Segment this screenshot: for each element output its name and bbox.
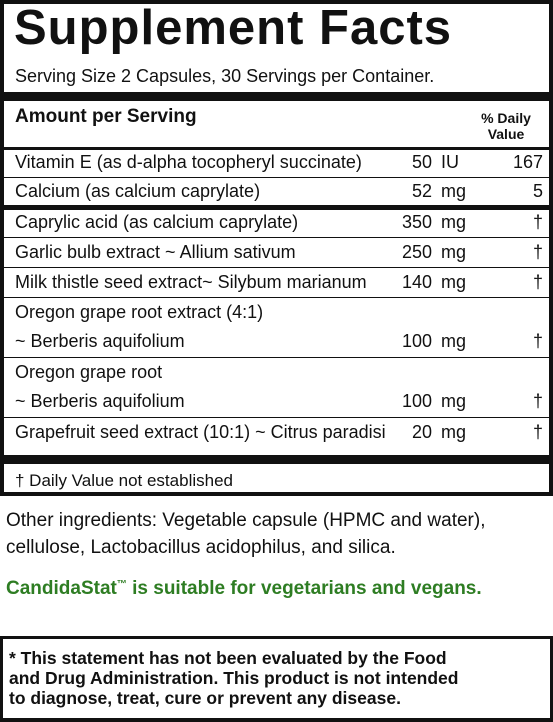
nutrient-row: Oregon grape root extract (4:1) ~ Berber… [4, 300, 549, 358]
nutrient-daily-value: 5 [532, 181, 543, 201]
nutrient-amount: 52 [411, 181, 432, 201]
divider-thin [4, 417, 549, 418]
nutrient-amount: 250 [401, 242, 432, 262]
nutrient-daily-value: † [532, 242, 543, 262]
divider-thin [4, 237, 549, 238]
nutrient-name: Vitamin E (as d-alpha tocopheryl succina… [15, 152, 362, 172]
vegan-note: CandidaStat™ is suitable for vegetarians… [6, 572, 553, 602]
amount-per-serving-header: Amount per Serving [15, 106, 197, 127]
nutrient-daily-value: † [532, 272, 543, 292]
nutrient-name: Oregon grape root [15, 362, 163, 382]
nutrient-name: Oregon grape root extract (4:1) [15, 302, 264, 322]
fda-disclaimer-box: * This statement has not been evaluated … [0, 636, 553, 722]
divider-medium [4, 147, 549, 150]
daily-value-header: % Daily Value [466, 110, 546, 142]
daily-value-header-line1: % Daily [481, 110, 531, 126]
nutrient-name-line2: ~ Berberis aquifolium [15, 331, 185, 351]
nutrient-name: Calcium (as calcium caprylate) [15, 181, 261, 201]
nutrient-daily-value: † [532, 212, 543, 232]
nutrient-unit: mg [441, 212, 467, 232]
nutrient-daily-value: † [532, 331, 543, 351]
divider-thin [4, 297, 549, 298]
nutrient-unit: mg [441, 272, 467, 292]
nutrient-unit: mg [441, 181, 467, 201]
serving-size: Serving Size 2 Capsules, 30 Servings per… [15, 66, 435, 86]
nutrient-name-line2: ~ Berberis aquifolium [15, 391, 185, 411]
trademark-symbol: ™ [116, 579, 127, 590]
nutrient-unit: mg [441, 242, 467, 262]
nutrient-name: Garlic bulb extract ~ Allium sativum [15, 242, 296, 262]
nutrient-amount: 100 [401, 391, 432, 411]
daily-value-footnote: † Daily Value not established [15, 471, 233, 490]
divider-thin [4, 177, 549, 178]
brand-name: CandidaStat [6, 578, 117, 599]
divider-thick [4, 92, 549, 101]
nutrient-amount: 20 [411, 422, 432, 442]
vegan-note-text: is suitable for vegetarians and vegans. [126, 578, 482, 599]
disclaimer-line2: and Drug Administration. This product is… [9, 668, 459, 688]
nutrient-name: Milk thistle seed extract~ Silybum maria… [15, 272, 367, 292]
other-ingredients-line2: cellulose, Lactobacillus acidophilus, an… [6, 537, 396, 558]
nutrient-row: Oregon grape root ~ Berberis aquifolium … [4, 360, 549, 418]
divider-thick [4, 205, 549, 210]
nutrient-amount: 100 [401, 331, 432, 351]
nutrient-daily-value: † [532, 391, 543, 411]
nutrient-unit: mg [441, 391, 467, 411]
nutrient-unit: mg [441, 331, 467, 351]
panel-title: Supplement Facts [14, 1, 453, 55]
nutrient-amount: 350 [401, 212, 432, 232]
nutrient-unit: mg [441, 422, 467, 442]
nutrient-daily-value: † [532, 422, 543, 442]
divider-thick [4, 455, 549, 464]
other-ingredients-line1: Other ingredients: Vegetable capsule (HP… [6, 510, 486, 531]
nutrient-name: Grapefruit seed extract (10:1) ~ Citrus … [15, 422, 386, 442]
nutrient-daily-value: 167 [512, 152, 543, 172]
nutrient-amount: 140 [401, 272, 432, 292]
disclaimer-line1: * This statement has not been evaluated … [9, 648, 447, 668]
divider-thin [4, 357, 549, 358]
daily-value-header-line2: Value [487, 126, 525, 142]
fda-disclaimer-text: * This statement has not been evaluated … [9, 648, 549, 708]
nutrient-unit: IU [441, 152, 459, 172]
divider-thin [4, 267, 549, 268]
nutrient-amount: 50 [411, 152, 432, 172]
other-ingredients: Other ingredients: Vegetable capsule (HP… [6, 507, 551, 561]
nutrient-name: Caprylic acid (as calcium caprylate) [15, 212, 299, 232]
disclaimer-line3: to diagnose, treat, cure or prevent any … [9, 688, 401, 708]
supplement-facts-panel: Supplement Facts Serving Size 2 Capsules… [0, 0, 553, 496]
